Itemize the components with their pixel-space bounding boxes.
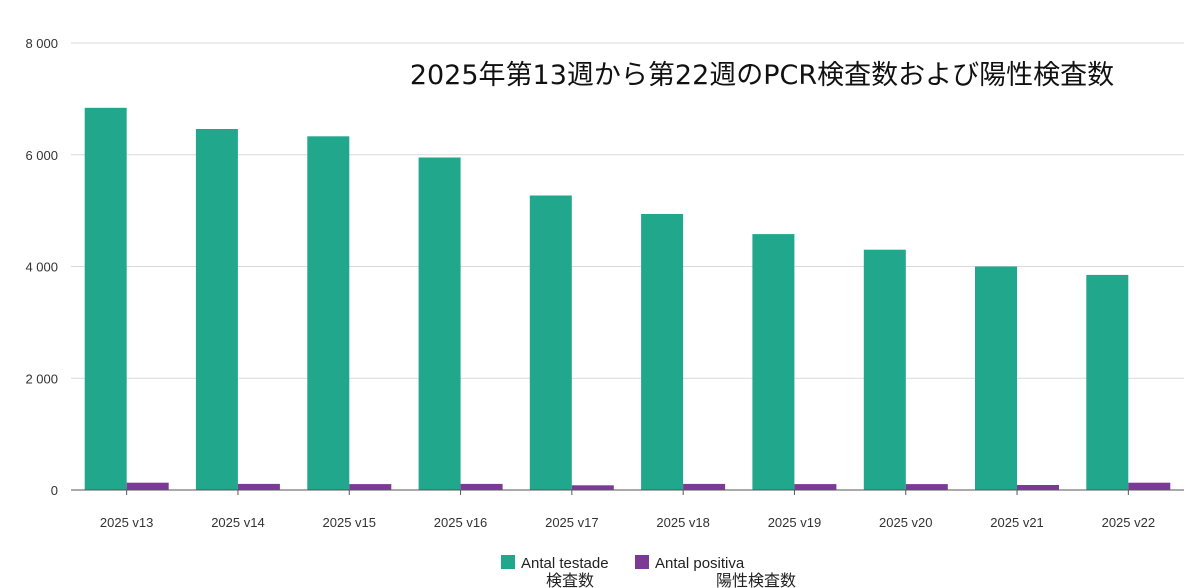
bar-positive bbox=[571, 485, 614, 490]
x-axis-ticks: 2025 v13 2025 v14 2025 v15 2025 v16 2025 v17… bbox=[100, 490, 1155, 530]
x-tick-label: 2025 v20 bbox=[879, 515, 933, 530]
bar-tested bbox=[84, 107, 127, 491]
bar-positive bbox=[794, 484, 837, 490]
bar-tested bbox=[418, 157, 461, 490]
bar-tested bbox=[1086, 274, 1129, 490]
legend: Antal testade 検査数 Antal positiva 陽性検査数 bbox=[501, 555, 796, 588]
y-tick-label: 6 000 bbox=[25, 148, 58, 163]
x-tick-label: 2025 v22 bbox=[1102, 515, 1156, 530]
bar-positive bbox=[349, 484, 392, 490]
x-tick-label: 2025 v21 bbox=[990, 515, 1044, 530]
legend-swatch-tested bbox=[501, 555, 515, 569]
x-tick-label: 2025 v13 bbox=[100, 515, 154, 530]
x-tick-label: 2025 v15 bbox=[323, 515, 377, 530]
bar-tested bbox=[975, 266, 1017, 490]
bar-tested bbox=[195, 129, 238, 490]
bar-tested bbox=[641, 214, 684, 490]
bar-positive bbox=[905, 484, 948, 490]
legend-swatch-positive bbox=[635, 555, 649, 569]
y-tick-label: 4 000 bbox=[25, 260, 58, 275]
x-tick-label: 2025 v18 bbox=[656, 515, 710, 530]
gridlines bbox=[71, 42, 1184, 379]
x-tick-label: 2025 v16 bbox=[434, 515, 488, 530]
bar-positive bbox=[1128, 482, 1171, 490]
bar-tested bbox=[752, 234, 795, 490]
bar-positive bbox=[460, 483, 503, 490]
y-tick-label: 2 000 bbox=[25, 371, 58, 386]
chart-title: 2025年第13週から第22週のPCR検査数および陽性検査数 bbox=[410, 60, 1114, 91]
x-tick-label: 2025 v14 bbox=[211, 515, 265, 530]
bar-positive bbox=[237, 483, 280, 490]
x-tick-label: 2025 v19 bbox=[768, 515, 822, 530]
bar-tested bbox=[863, 249, 906, 490]
y-axis-ticks: 0 2 000 4 000 6 000 8 000 bbox=[25, 36, 58, 498]
legend-label-tested: Antal testade bbox=[521, 555, 609, 572]
y-tick-label: 8 000 bbox=[25, 36, 58, 51]
bar-positive bbox=[126, 482, 169, 490]
x-tick-label: 2025 v17 bbox=[545, 515, 599, 530]
bar-positive bbox=[1017, 485, 1059, 490]
legend-sublabel-positive: 陽性検査数 bbox=[716, 571, 796, 588]
legend-label-positive: Antal positiva bbox=[655, 555, 745, 572]
bar-tested bbox=[529, 195, 572, 490]
bars bbox=[84, 107, 1171, 491]
bar-tested bbox=[307, 136, 350, 491]
y-tick-label: 0 bbox=[51, 483, 58, 498]
bar-positive bbox=[683, 483, 726, 490]
legend-sublabel-tested: 検査数 bbox=[546, 571, 594, 588]
